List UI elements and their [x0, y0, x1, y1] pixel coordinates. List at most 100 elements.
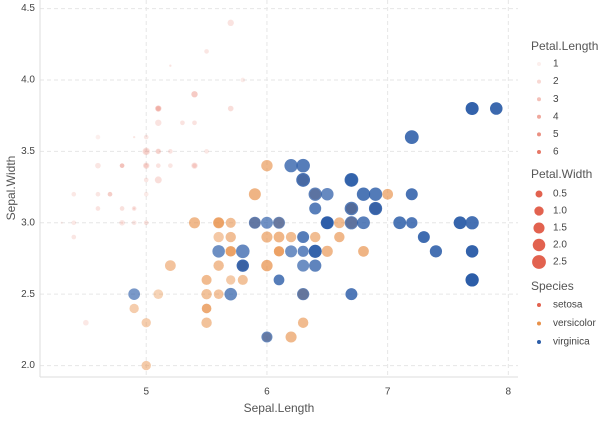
point: [237, 274, 248, 285]
point: [321, 187, 334, 201]
point: [155, 106, 161, 111]
point: [344, 216, 359, 230]
point: [143, 148, 150, 155]
point: [465, 216, 479, 230]
point: [296, 173, 311, 187]
point: [141, 360, 151, 371]
point: [133, 135, 136, 139]
point: [227, 105, 234, 112]
point: [204, 149, 209, 154]
legend-key: [532, 238, 546, 252]
legend-key: [537, 303, 541, 307]
point: [201, 288, 212, 300]
point: [225, 246, 236, 257]
point: [168, 163, 173, 168]
y-tick-label: 2.0: [21, 360, 35, 371]
point: [83, 319, 89, 326]
point: [143, 177, 149, 183]
point: [119, 163, 125, 168]
point: [143, 163, 149, 168]
y-tick-label: 2.5: [21, 289, 35, 300]
point: [141, 318, 151, 328]
point: [296, 158, 310, 173]
legend-key: [532, 255, 546, 269]
point: [188, 217, 201, 229]
point: [261, 159, 273, 172]
point: [248, 216, 261, 229]
point: [155, 148, 162, 155]
point: [226, 275, 236, 285]
point: [213, 217, 224, 228]
point: [260, 216, 273, 229]
legend-key: [537, 62, 541, 66]
legend-label: 0.5: [553, 189, 567, 200]
point: [155, 163, 161, 168]
x-tick-label: 7: [385, 387, 391, 398]
point: [285, 231, 297, 243]
point: [321, 245, 333, 257]
point: [308, 244, 322, 258]
point: [333, 217, 345, 229]
point: [344, 201, 359, 216]
x-tick-label: 6: [264, 387, 270, 398]
point: [405, 188, 418, 201]
point: [261, 231, 273, 243]
point: [120, 221, 124, 224]
point: [201, 317, 212, 328]
point: [273, 274, 285, 286]
legend-label: virginica: [553, 337, 590, 348]
point: [119, 163, 125, 168]
point: [357, 216, 370, 230]
legend-key: [537, 97, 541, 102]
point: [213, 260, 224, 271]
legend-key: [534, 206, 544, 216]
point: [273, 246, 285, 257]
point: [95, 134, 101, 140]
point: [358, 245, 369, 257]
point: [212, 245, 225, 258]
point: [180, 120, 185, 126]
point: [128, 288, 140, 301]
point: [143, 220, 149, 226]
point: [119, 206, 125, 211]
point: [285, 331, 297, 343]
point: [297, 245, 309, 257]
point: [297, 231, 310, 244]
point: [213, 289, 224, 300]
point: [213, 231, 224, 243]
point: [297, 288, 310, 301]
point: [155, 105, 162, 112]
point: [406, 217, 418, 229]
point: [131, 206, 137, 211]
point: [71, 220, 77, 226]
point: [155, 119, 162, 126]
legend-label: 2.5: [553, 257, 567, 268]
point: [465, 245, 479, 258]
x-axis-title: Sepal.Length: [244, 401, 315, 415]
point: [273, 231, 285, 243]
legend-label: 5: [553, 129, 559, 140]
point: [192, 163, 197, 168]
legend-key: [537, 114, 541, 119]
point: [201, 274, 212, 285]
point: [191, 91, 198, 98]
point: [356, 187, 371, 201]
legend-title: Petal.Length: [531, 39, 598, 53]
legend-key: [537, 340, 541, 344]
point: [308, 187, 322, 201]
point: [143, 162, 150, 169]
point: [297, 317, 309, 328]
point: [344, 173, 359, 187]
legend-label: versicolor: [553, 318, 596, 329]
point: [429, 245, 443, 258]
point: [119, 219, 125, 226]
point: [404, 130, 419, 144]
y-tick-label: 3.0: [21, 217, 35, 228]
point: [368, 187, 383, 201]
point: [261, 331, 273, 343]
point: [204, 49, 209, 54]
point: [309, 259, 322, 272]
legend-label: 3: [553, 94, 559, 105]
point: [261, 259, 273, 272]
